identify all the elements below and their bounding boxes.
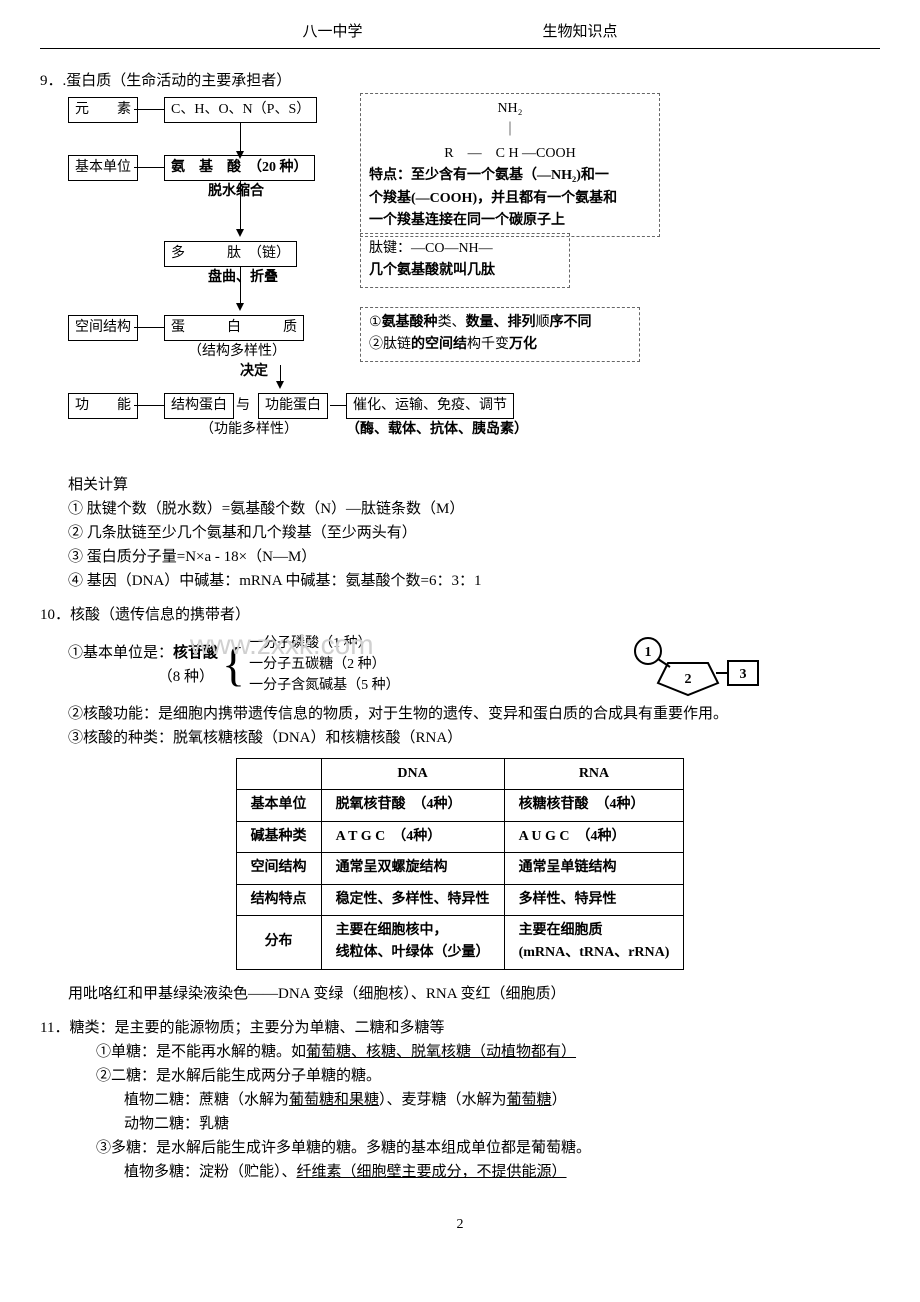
row1-box: C、H、O、N（P、S） [164, 97, 317, 123]
q11-l2: ②二糖：是水解后能生成两分子单糖的糖。 [40, 1064, 880, 1088]
info1-l2: ｜ [369, 120, 651, 142]
row5-right2: （酶、载体、抗体、胰岛素） [346, 419, 528, 441]
row4-sub: （结构多样性） [188, 341, 286, 363]
row2-label: 基本单位 [68, 155, 138, 181]
q11-l3e: ） [552, 1092, 567, 1108]
q10-title: 核酸（遗传信息的携带者） [70, 607, 250, 623]
r2c2: A T G C （4种） [321, 821, 504, 852]
protein-flowchart: 元 素 C、H、O、N（P、S） 基本单位 氨 基 酸 （20 种） 脱水缩合 … [40, 93, 880, 463]
row5-mid: 与 [236, 395, 250, 417]
brace-item-1: 一分子磷酸（1 种） [249, 633, 400, 654]
q11-l6b: 纤维素（细胞壁主要成分，不提供能源） [297, 1164, 567, 1180]
row4-note: 决定 [240, 361, 268, 383]
q11-l3c: ）、麦芽糖（水解为 [379, 1092, 507, 1108]
row1-label: 元 素 [68, 97, 138, 123]
row4-box: 蛋 白 质 [164, 315, 304, 341]
info1-l1: NH₂ [369, 98, 651, 120]
r5c1: 分布 [236, 915, 321, 969]
q11-title: 糖类：是主要的能源物质；主要分为单糖、二糖和多糖等 [69, 1020, 444, 1036]
info3-l1: ①氨基酸种类、数量、排列顺序不同 [369, 312, 631, 334]
calc-3: ③ 蛋白质分子量=N×a - 18×（N—M） [40, 545, 880, 569]
nucleotide-diagram-icon: 1 2 3 [620, 633, 780, 703]
brace-item-3: 一分子含氮碱基（5 种） [249, 675, 400, 696]
calc-4: ④ 基因（DNA）中碱基：mRNA 中碱基：氨基酸个数=6：3：1 [40, 569, 880, 593]
brace-item-2: 一分子五碳糖（2 种） [249, 654, 400, 675]
th-dna: DNA [321, 759, 504, 790]
calc-title: 相关计算 [40, 473, 880, 497]
q9-number: 9． [40, 69, 63, 93]
svg-text:3: 3 [740, 667, 747, 682]
calc-1: ① 肽键个数（脱水数）=氨基酸个数（N）—肽链条数（M） [40, 497, 880, 521]
q10-p1-bold: 核苷酸 [173, 645, 218, 661]
row3-note: 盘曲、折叠 [208, 267, 278, 289]
q10-p1-label: ①基本单位是： [68, 645, 173, 661]
q11-l3b: 葡萄糖和果糖 [289, 1092, 379, 1108]
brace-icon: { [222, 641, 245, 689]
r1c2: 脱氧核苷酸 （4种） [321, 790, 504, 821]
info-box-2: 肽键：—CO—NH— 几个氨基酸就叫几肽 [360, 233, 570, 288]
row4-label: 空间结构 [68, 315, 138, 341]
info2-l1: 肽键：—CO—NH— [369, 238, 561, 260]
r4c2: 稳定性、多样性、特异性 [321, 884, 504, 915]
info3-l2: ②肽链的空间结构千变万化 [369, 334, 631, 356]
row5-sub: （功能多样性） [200, 419, 298, 441]
question-11: 11．糖类：是主要的能源物质；主要分为单糖、二糖和多糖等 ①单糖：是不能再水解的… [40, 1016, 880, 1184]
info1-l5: 个羧基(—COOH)，并且都有一个氨基和 [369, 188, 651, 210]
r3c1: 空间结构 [236, 853, 321, 884]
question-9: 9． .蛋白质（生命活动的主要承担者） 元 素 C、H、O、N（P、S） 基本单… [40, 69, 880, 593]
r1c3: 核糖核苷酸 （4种） [504, 790, 684, 821]
info-box-1: NH₂ ｜ R — C H —COOH 特点：至少含有一个氨基（—NH₂)和一 … [360, 93, 660, 237]
r4c3: 多样性、特异性 [504, 884, 684, 915]
school-name: 八一中学 [302, 20, 362, 44]
info1-l4: 特点：至少含有一个氨基（—NH₂)和一 [369, 165, 651, 187]
r2c3: A U G C （4种） [504, 821, 684, 852]
q11-l4: 动物二糖：乳糖 [40, 1112, 880, 1136]
r2c1: 碱基种类 [236, 821, 321, 852]
r3c2: 通常呈双螺旋结构 [321, 853, 504, 884]
info1-l3: R — C H —COOH [369, 143, 651, 165]
page-number: 2 [40, 1214, 880, 1236]
row2-note: 脱水缩合 [208, 181, 264, 203]
info2-l2: 几个氨基酸就叫几肽 [369, 260, 561, 282]
dna-rna-table: DNA RNA 基本单位 脱氧核苷酸 （4种） 核糖核苷酸 （4种） 碱基种类 … [236, 758, 685, 970]
q10-p2: ②核酸功能：是细胞内携带遗传信息的物质，对于生物的遗传、变异和蛋白质的合成具有重… [40, 702, 880, 726]
q11-l6a: 植物多糖：淀粉（贮能）、 [124, 1164, 297, 1180]
row3-box: 多 肽 （链） [164, 241, 297, 267]
r3c3: 通常呈单链结构 [504, 853, 684, 884]
row5-right: 催化、运输、免疫、调节 [346, 393, 514, 419]
th-blank [236, 759, 321, 790]
page-header: 八一中学 生物知识点 [40, 20, 880, 49]
q11-l1b: 葡萄糖、核糖、脱氧核糖（动植物都有） [306, 1044, 576, 1060]
row5-box2: 功能蛋白 [258, 393, 328, 419]
info1-l6: 一个羧基连接在同一个碳原子上 [369, 210, 651, 232]
row5-label: 功 能 [68, 393, 138, 419]
calc-2: ② 几条肽链至少几个氨基和几个羧基（至少两头有） [40, 521, 880, 545]
q9-title: .蛋白质（生命活动的主要承担者） [63, 69, 292, 93]
q11-l3a: 植物二糖：蔗糖（水解为 [124, 1092, 289, 1108]
q10-p4: 用吡咯红和甲基绿染液染色——DNA 变绿（细胞核）、RNA 变红（细胞质） [40, 982, 880, 1006]
r1c1: 基本单位 [236, 790, 321, 821]
q11-l1a: ①单糖：是不能再水解的糖。如 [96, 1044, 306, 1060]
q11-l5: ③多糖：是水解后能生成许多单糖的糖。多糖的基本组成单位都是葡萄糖。 [40, 1136, 880, 1160]
svg-text:2: 2 [685, 672, 692, 687]
q11-l3d: 葡萄糖 [507, 1092, 552, 1108]
info-box-3: ①氨基酸种类、数量、排列顺序不同 ②肽链的空间结构千变万化 [360, 307, 640, 362]
r5c3: 主要在细胞质 (mRNA、tRNA、rRNA) [504, 915, 684, 969]
svg-text:1: 1 [645, 645, 652, 660]
r4c1: 结构特点 [236, 884, 321, 915]
q10-number: 10． [40, 607, 70, 623]
row5-box1: 结构蛋白 [164, 393, 234, 419]
th-rna: RNA [504, 759, 684, 790]
q10-p3: ③核酸的种类：脱氧核糖核酸（DNA）和核糖核酸（RNA） [40, 726, 880, 750]
q10-p1-sub: （8 种） [68, 665, 218, 689]
r5c2: 主要在细胞核中， 线粒体、叶绿体（少量） [321, 915, 504, 969]
q11-number: 11． [40, 1020, 69, 1036]
question-10: 10．核酸（遗传信息的携带者） ①基本单位是：核苷酸 （8 种） { 一分子磷酸… [40, 603, 880, 1006]
subject-name: 生物知识点 [543, 20, 618, 44]
